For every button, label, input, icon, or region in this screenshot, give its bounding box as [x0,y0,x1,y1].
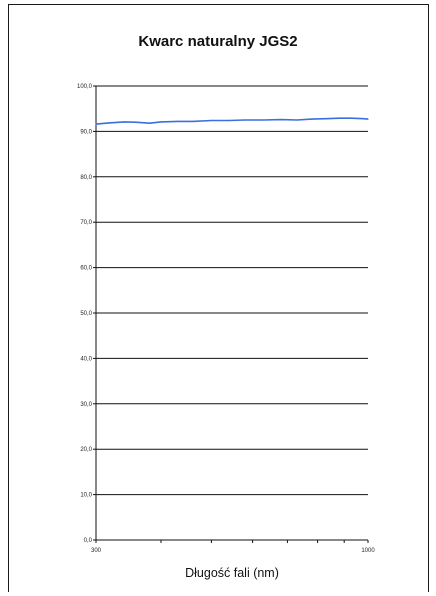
y-tick-label: 50,0 [80,311,92,317]
y-tick-label: 90,0 [80,129,92,135]
data-point [362,118,365,120]
gridlines [96,85,368,541]
y-tick-label: 10,0 [80,493,92,499]
x-tick-label: 1000 [361,548,375,554]
y-tick-label: 40,0 [80,356,92,362]
data-point [244,119,246,121]
x-tick-label: 300 [91,548,102,554]
data-point [280,118,282,121]
y-axis-ticks: 0,0 10,0 20,0 30,0 40,0 50,0 60,0 70,0 80,0 90,0 1… [77,84,96,544]
data-point [263,119,265,121]
data-point [136,121,138,123]
data-point [123,121,125,123]
x-axis-label: Długość fali (nm) [185,566,279,580]
series-group [95,117,369,125]
chart-frame [8,4,429,592]
y-tick-label: 0,0 [84,538,93,544]
x-axis-ticks: 300 1000 [91,540,375,554]
data-point [176,120,178,123]
data-point [228,119,230,122]
y-tick-label: 70,0 [80,220,92,226]
data-point [296,119,298,121]
chart-title: Kwarc naturalny JGS2 [138,33,298,50]
data-point [109,122,112,124]
y-tick-label: 30,0 [80,402,92,408]
data-point [311,118,313,120]
data-point [351,117,353,119]
y-tick-label: 100,0 [77,84,93,90]
data-point [148,122,151,124]
data-point [367,118,369,120]
data-point [160,121,162,123]
data-point [191,120,194,123]
data-point [338,117,340,119]
series-line [95,117,369,125]
y-tick-label: 20,0 [80,447,92,453]
data-point [325,118,327,120]
y-tick-label: 60,0 [80,266,92,272]
y-tick-label: 80,0 [80,175,92,181]
data-point [210,119,213,122]
data-point [95,123,97,125]
